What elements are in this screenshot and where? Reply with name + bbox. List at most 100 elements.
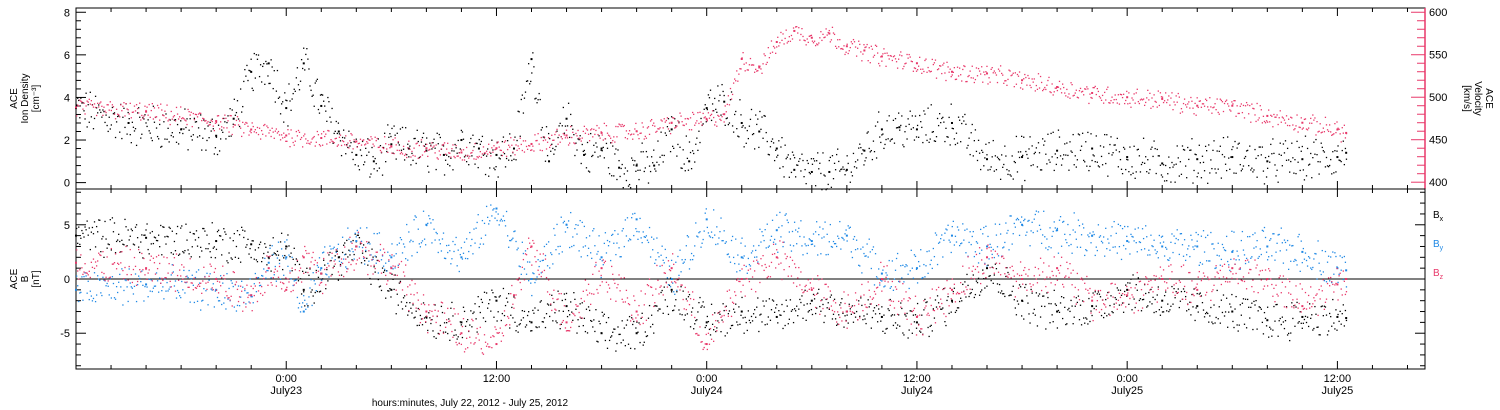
scatter-dot (508, 293, 510, 295)
scatter-dot (408, 231, 410, 233)
scatter-dot (1030, 288, 1032, 291)
scatter-dot (987, 83, 989, 85)
scatter-dot (600, 332, 602, 334)
scatter-dot (99, 219, 101, 221)
scatter-dot (397, 304, 399, 306)
scatter-dot (605, 252, 608, 254)
scatter-dot (173, 115, 176, 117)
scatter-dot (969, 292, 971, 295)
scatter-dot (212, 125, 214, 127)
scatter-dot (239, 261, 242, 263)
scatter-dot (1023, 136, 1025, 138)
scatter-dot (595, 309, 597, 311)
scatter-dot (1265, 120, 1268, 122)
scatter-dot (637, 331, 639, 333)
scatter-dot (197, 236, 200, 239)
scatter-dot (517, 331, 519, 333)
scatter-dot (1007, 271, 1009, 274)
scatter-dot (1085, 88, 1087, 90)
scatter-dot (1193, 288, 1195, 290)
scatter-dot (167, 236, 169, 238)
scatter-dot (624, 219, 627, 221)
scatter-dot (629, 187, 632, 189)
scatter-dot (501, 140, 504, 143)
scatter-dot (839, 304, 841, 306)
scatter-dot (261, 129, 263, 132)
scatter-dot (1051, 156, 1053, 158)
scatter-dot (1132, 172, 1134, 174)
scatter-dot (992, 248, 994, 251)
scatter-dot (888, 115, 890, 117)
scatter-dot (539, 149, 541, 151)
scatter-dot (1090, 310, 1092, 312)
scatter-dot (181, 128, 183, 130)
scatter-dot (423, 238, 426, 240)
scatter-dot (896, 252, 899, 255)
scatter-dot (735, 238, 737, 240)
scatter-dot (657, 252, 659, 254)
scatter-dot (373, 266, 375, 268)
scatter-dot (382, 147, 385, 150)
scatter-dot (766, 223, 768, 225)
scatter-dot (805, 245, 807, 247)
scatter-dot (771, 219, 774, 221)
scatter-dot (1305, 321, 1308, 324)
scatter-dot (748, 319, 751, 322)
scatter-dot (1002, 293, 1004, 295)
scatter-dot (370, 254, 372, 256)
scatter-dot (917, 260, 920, 263)
scatter-dot (221, 303, 223, 306)
scatter-dot (144, 114, 146, 116)
scatter-dot (1238, 142, 1240, 144)
scatter-dot (1289, 124, 1291, 127)
scatter-dot (1049, 322, 1051, 324)
scatter-dot (1112, 102, 1114, 104)
scatter-dot (333, 142, 335, 144)
scatter-dot (750, 315, 753, 318)
scatter-dot (590, 252, 592, 254)
scatter-dot (830, 245, 833, 248)
data-point (1231, 104, 1234, 107)
scatter-dot (481, 219, 484, 222)
scatter-dot (94, 246, 97, 248)
scatter-dot (239, 296, 242, 298)
scatter-dot (1286, 147, 1289, 150)
scatter-dot (270, 270, 272, 272)
scatter-dot (998, 283, 1001, 286)
scatter-dot (825, 189, 827, 191)
scatter-dot (354, 141, 356, 143)
scatter-dot (644, 236, 646, 238)
scatter-dot (1008, 69, 1010, 71)
scatter-dot (937, 242, 940, 244)
scatter-dot (506, 140, 509, 142)
scatter-dot (1113, 303, 1115, 305)
scatter-dot (480, 156, 482, 159)
scatter-dot (971, 123, 973, 126)
scatter-dot (1152, 105, 1154, 108)
scatter-dot (725, 111, 727, 113)
scatter-dot (1166, 180, 1168, 182)
scatter-dot (792, 245, 795, 247)
scatter-dot (368, 139, 370, 141)
scatter-dot (688, 293, 691, 296)
scatter-dot (149, 116, 151, 119)
scatter-dot (131, 287, 134, 289)
scatter-dot (1073, 316, 1075, 318)
scatter-dot (514, 230, 516, 232)
scatter-dot (1091, 159, 1093, 162)
scatter-dot (250, 58, 252, 60)
scatter-dot (159, 119, 161, 121)
scatter-dot (300, 136, 303, 139)
scatter-dot (864, 318, 866, 320)
data-point (75, 234, 77, 237)
scatter-dot (161, 290, 163, 292)
scatter-dot (690, 129, 693, 131)
scatter-dot (715, 108, 717, 111)
scatter-dot (971, 235, 973, 238)
scatter-dot (1087, 131, 1089, 134)
scatter-dot (153, 236, 156, 238)
scatter-dot (1272, 329, 1274, 331)
scatter-dot (244, 68, 246, 71)
scatter-dot (278, 96, 281, 98)
scatter-dot (933, 317, 936, 319)
